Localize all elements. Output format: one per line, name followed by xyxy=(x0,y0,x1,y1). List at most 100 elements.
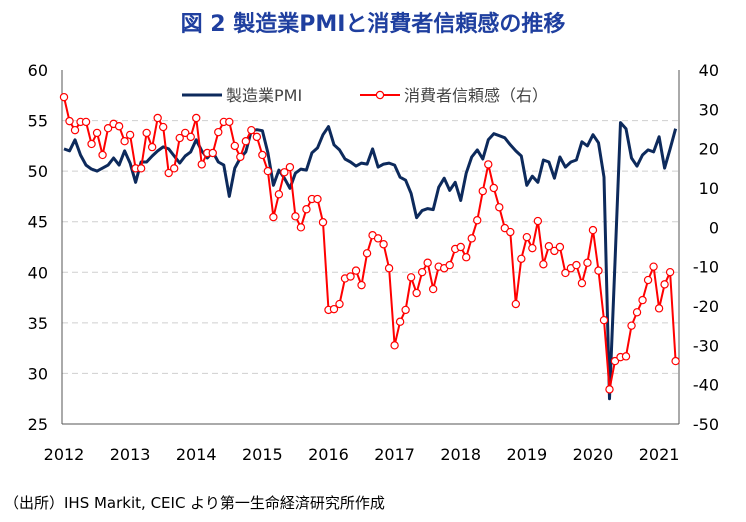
data-point xyxy=(401,305,410,315)
data-point xyxy=(208,148,217,158)
data-point xyxy=(280,168,289,177)
data-point xyxy=(605,385,614,394)
data-point xyxy=(572,260,581,270)
y-right-tick-label: -10 xyxy=(693,258,719,277)
y-right-tick-label: -30 xyxy=(693,336,719,355)
x-tick-label: 2012 xyxy=(44,445,85,464)
data-point xyxy=(65,116,74,126)
y-left-tick-label: 40 xyxy=(28,263,48,282)
data-point xyxy=(417,267,427,277)
data-point xyxy=(621,352,631,361)
data-point xyxy=(169,164,179,173)
y-right-tick-label: -40 xyxy=(693,376,719,395)
x-tick-label: 2021 xyxy=(639,445,680,464)
data-point xyxy=(258,150,267,160)
data-point xyxy=(362,249,372,258)
data-point xyxy=(484,160,493,169)
data-point xyxy=(274,190,284,199)
data-point xyxy=(70,125,80,135)
data-point xyxy=(511,299,521,309)
data-point xyxy=(423,258,432,267)
legend-label-pmi: 製造業PMI xyxy=(226,86,302,105)
x-tick-label: 2014 xyxy=(176,445,217,464)
data-point xyxy=(181,128,190,138)
y-left-tick-label: 35 xyxy=(28,314,48,333)
data-point xyxy=(285,162,295,172)
data-point xyxy=(103,124,113,133)
data-point xyxy=(302,205,311,214)
data-point xyxy=(406,273,416,282)
data-point xyxy=(87,139,96,149)
data-point xyxy=(528,243,537,253)
data-point xyxy=(561,268,570,278)
legend-marker xyxy=(375,90,385,100)
data-point xyxy=(412,288,421,298)
x-tick-label: 2019 xyxy=(506,445,547,464)
data-point xyxy=(175,133,184,143)
data-point xyxy=(649,262,658,271)
data-point xyxy=(252,132,262,142)
x-tick-label: 2020 xyxy=(573,445,614,464)
data-point xyxy=(583,258,592,267)
data-point xyxy=(291,212,300,221)
data-point xyxy=(241,136,251,146)
data-point xyxy=(197,160,206,169)
data-point xyxy=(395,317,405,326)
x-tick-label: 2018 xyxy=(440,445,481,464)
data-point xyxy=(318,218,328,227)
source-note: （出所）IHS Markit, CEIC より第一生命経済研究所作成 xyxy=(4,494,385,512)
data-point xyxy=(456,242,465,252)
data-point xyxy=(192,113,201,123)
data-point xyxy=(59,92,69,102)
data-point xyxy=(225,117,234,127)
x-tick-label: 2015 xyxy=(242,445,283,464)
x-tick-label: 2016 xyxy=(308,445,349,464)
data-point xyxy=(610,356,620,366)
data-point xyxy=(263,166,273,176)
data-point xyxy=(346,272,355,281)
data-point xyxy=(632,308,642,317)
data-point xyxy=(158,122,168,132)
data-point xyxy=(594,266,603,275)
data-point xyxy=(489,183,498,193)
data-point xyxy=(638,295,647,305)
data-point xyxy=(373,234,383,243)
data-point xyxy=(357,280,366,290)
data-point xyxy=(539,260,548,269)
data-point xyxy=(247,125,256,135)
y-left-tick-label: 55 xyxy=(28,112,48,131)
data-point xyxy=(390,341,399,350)
y-left-tick-label: 45 xyxy=(28,213,48,232)
data-point xyxy=(462,253,471,262)
data-point xyxy=(550,246,559,256)
data-point xyxy=(665,267,675,277)
x-tick-label: 2017 xyxy=(374,445,415,464)
data-point xyxy=(495,203,504,212)
data-point xyxy=(335,299,344,309)
data-point xyxy=(125,130,135,140)
data-point xyxy=(522,232,532,242)
data-point xyxy=(467,234,476,243)
data-point xyxy=(555,242,565,252)
y-left-tick-label: 50 xyxy=(28,162,48,181)
x-tick-label: 2013 xyxy=(110,445,151,464)
chart-title: 図 2 製造業PMIと消費者信頼感の推移 xyxy=(180,12,566,37)
data-point xyxy=(114,122,124,131)
y-right-tick-label: 0 xyxy=(709,218,719,237)
y-right-tick-label: 40 xyxy=(699,61,719,80)
data-point xyxy=(627,321,636,330)
y-right-tick-label: 30 xyxy=(699,100,719,119)
data-point xyxy=(599,315,609,325)
data-point xyxy=(671,356,680,366)
data-point xyxy=(98,150,107,160)
data-point xyxy=(236,152,245,162)
legend-label-consumer-confidence: 消費者信頼感（右） xyxy=(404,86,548,105)
data-point xyxy=(269,212,278,222)
data-point xyxy=(428,284,438,294)
data-point xyxy=(186,132,195,142)
data-point xyxy=(230,141,240,151)
data-point xyxy=(588,225,598,235)
data-point xyxy=(329,304,339,314)
data-point xyxy=(384,264,394,273)
